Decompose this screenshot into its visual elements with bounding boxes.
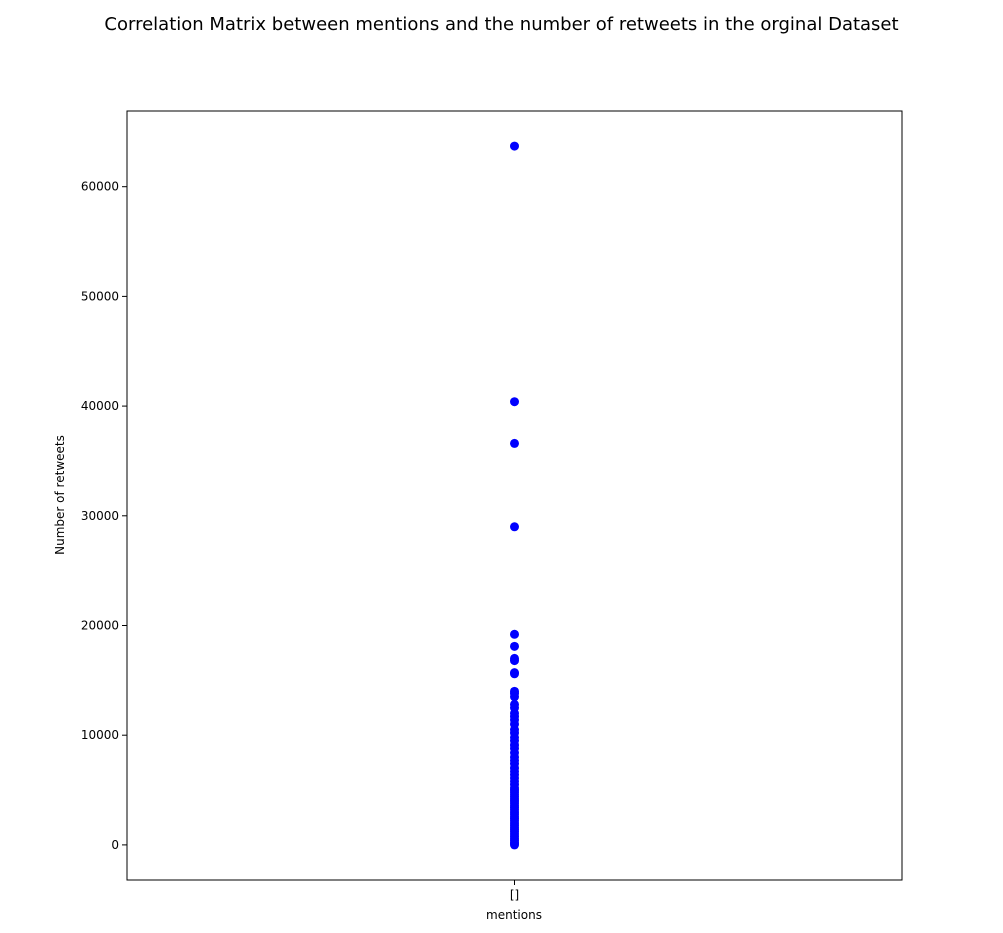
y-tick-label: 20000 bbox=[81, 618, 119, 632]
y-tick-label: 30000 bbox=[81, 509, 119, 523]
chart-title: Correlation Matrix between mentions and … bbox=[104, 14, 899, 35]
data-point bbox=[510, 641, 519, 651]
data-point bbox=[510, 438, 519, 448]
points-layer bbox=[510, 141, 519, 850]
data-point bbox=[510, 397, 519, 407]
data-point bbox=[510, 629, 519, 639]
data-point bbox=[510, 656, 519, 666]
data-point bbox=[510, 522, 519, 532]
y-axis-label: Number of retweets bbox=[53, 435, 67, 555]
y-tick-label: 50000 bbox=[81, 289, 119, 303]
x-axis: [] bbox=[510, 880, 519, 902]
y-axis: 0 10000 20000 30000 40000 50000 60000 bbox=[81, 180, 127, 852]
data-point bbox=[510, 669, 519, 679]
data-point bbox=[510, 692, 519, 702]
x-axis-label: mentions bbox=[486, 908, 542, 922]
y-tick-label: 0 bbox=[111, 838, 119, 852]
x-tick-label: [] bbox=[510, 888, 519, 902]
y-tick-label: 10000 bbox=[81, 728, 119, 742]
data-point bbox=[510, 840, 519, 850]
data-point bbox=[510, 141, 519, 151]
plot-frame bbox=[126, 110, 903, 881]
y-tick-label: 60000 bbox=[81, 180, 119, 194]
y-tick-label: 40000 bbox=[81, 399, 119, 413]
